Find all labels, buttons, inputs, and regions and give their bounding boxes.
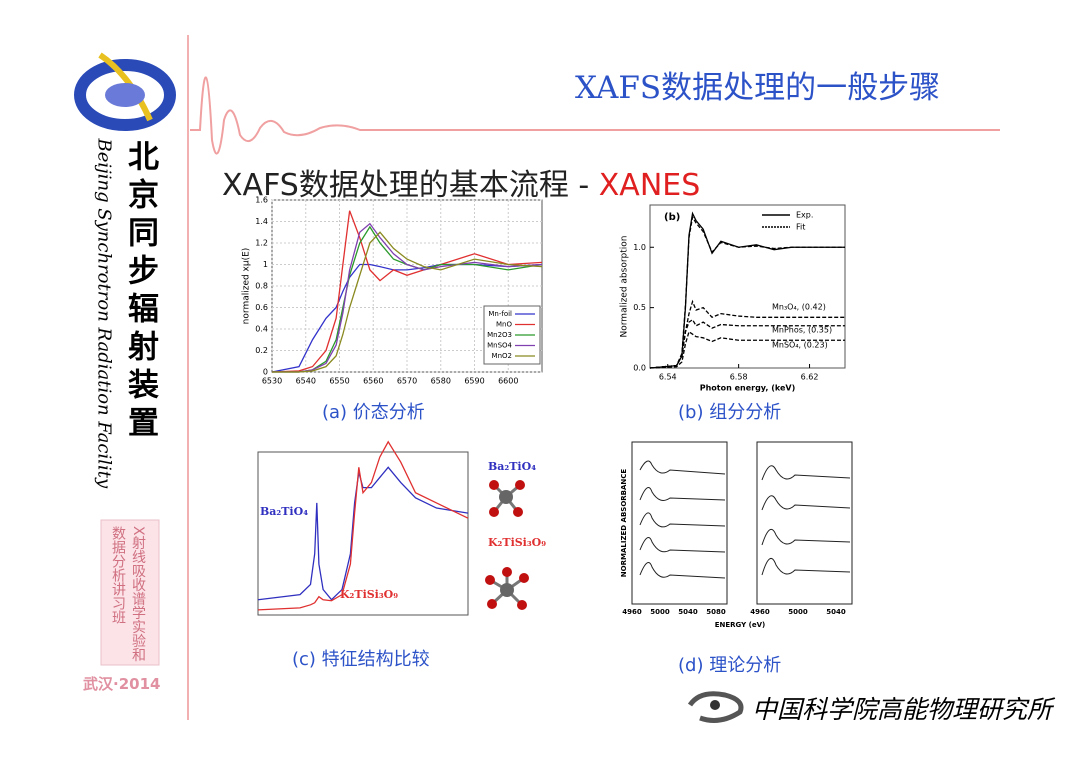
event: 武汉·2014 (83, 675, 161, 693)
subtitle-main: XAFS数据处理的基本流程 - (222, 168, 599, 203)
caption: (c) 特征结构比较 (292, 649, 430, 670)
subtitle: XAFS数据处理的基本流程 - XANES (222, 160, 700, 204)
molecule (485, 567, 529, 610)
x-axis-label: ENERGY (eV) (715, 621, 765, 629)
caption: (b) 组分分析 (678, 402, 782, 423)
y-tick-label: 0 (263, 368, 268, 377)
y-axis-label: Normalized absorption (620, 236, 630, 338)
series-line (272, 222, 543, 373)
series-line (272, 225, 543, 373)
y-tick-label: 1.4 (255, 217, 268, 226)
course-box (100, 519, 160, 666)
x-tick-label: 6570 (397, 377, 417, 386)
footer-logo (687, 691, 744, 723)
plot-frame (257, 451, 469, 616)
series-annotation: MnSO₄, (0.23) (772, 341, 828, 350)
x-tick-label: 6590 (464, 377, 484, 386)
x-tick-label: 6530 (262, 377, 282, 386)
legend-label: Mn2O3 (487, 331, 512, 339)
series-annotation: Mn₃O₄, (0.42) (772, 303, 826, 312)
legend-label: Exp. (796, 211, 813, 220)
x-tick-label: 6600 (498, 377, 518, 386)
x-tick-label: 5000 (650, 608, 670, 616)
legend-label: Fit (796, 223, 805, 232)
compound-label: K₂TiSi₃O₉ (488, 536, 546, 549)
panel-label: (b) (664, 212, 680, 223)
y-tick-label: 0.0 (633, 364, 646, 373)
x-tick-label: 4960 (622, 608, 642, 616)
legend-label: MnSO4 (487, 342, 512, 350)
series-line (649, 318, 845, 369)
x-tick-label: 6560 (363, 377, 383, 386)
compound-label: K₂TiSi₃O₉ (340, 588, 398, 601)
x-tick-label: 6540 (296, 377, 316, 386)
x-tick-label: 6.54 (659, 373, 677, 382)
y-tick-label: 1 (263, 260, 268, 269)
subtitle-highlight: XANES (598, 168, 701, 203)
series-line (649, 215, 845, 369)
y-tick-label: 0.4 (255, 325, 268, 334)
compound-label: Ba₂TiO₄ (488, 460, 536, 473)
y-tick-label: 1.2 (255, 239, 268, 248)
x-tick-label: 6580 (431, 377, 451, 386)
caption: (a) 价态分析 (322, 402, 425, 423)
slide-title: XAFS数据处理的一般步骤 (575, 70, 941, 106)
x-tick-label: 6.62 (801, 373, 819, 382)
y-tick-label: 0.2 (255, 346, 268, 355)
molecule (489, 480, 525, 517)
series-annotation: MnPhos, (0.35) (772, 326, 832, 335)
legend-label: MnO (496, 321, 512, 329)
x-tick-label: 6.58 (730, 373, 748, 382)
y-axis-label: normalized xμ(E) (242, 248, 252, 325)
x-tick-label: 5000 (788, 608, 808, 616)
facility-name-cn: 北京同步辐射装置 (122, 140, 158, 444)
x-tick-label: 5040 (826, 608, 846, 616)
y-tick-label: 0.5 (633, 303, 646, 312)
series-line (257, 466, 469, 601)
series-line (271, 210, 543, 373)
y-tick-label: 0.8 (255, 282, 268, 291)
xafs-wave-rule (190, 76, 1000, 155)
series-line (649, 330, 845, 369)
series-line (272, 231, 543, 373)
x-tick-label: 5040 (678, 608, 698, 616)
y-tick-label: 0.6 (255, 303, 268, 312)
x-axis-label: Photon energy, (keV) (700, 384, 796, 393)
legend-label: MnO2 (492, 352, 512, 360)
y-tick-label: 1.0 (633, 243, 646, 252)
logo (74, 52, 176, 131)
caption: (d) 理论分析 (678, 655, 782, 676)
x-tick-label: 4960 (750, 608, 770, 616)
x-tick-label: 5080 (706, 608, 726, 616)
course-name: X射线吸收谱学实验和数据分析讲习班 (110, 526, 146, 662)
x-tick-label: 6550 (329, 377, 349, 386)
theory-sketch (631, 441, 853, 605)
series-line (257, 440, 469, 611)
y-tick-label: 1.6 (255, 196, 268, 205)
legend-label: Mn-foil (488, 310, 512, 318)
compound-label: Ba₂TiO₄ (260, 505, 308, 518)
y-axis-label: NORMALIZED ABSORBANCE (620, 469, 628, 578)
institute: 中国科学院高能物理研究所 (752, 695, 1053, 724)
